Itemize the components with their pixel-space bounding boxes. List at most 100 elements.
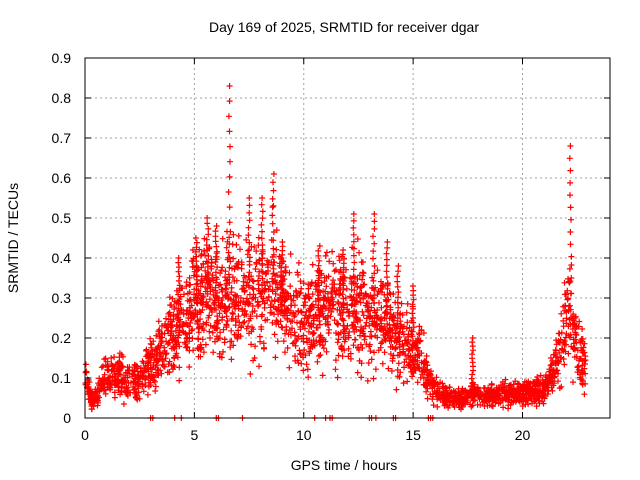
data-point	[231, 303, 238, 310]
data-point	[230, 342, 237, 349]
data-point	[347, 350, 354, 357]
data-point	[300, 367, 307, 374]
data-point	[231, 278, 238, 284]
data-point	[377, 344, 384, 351]
data-point	[269, 319, 276, 326]
data-point	[98, 364, 105, 371]
data-point	[193, 272, 200, 279]
data-point	[488, 386, 495, 392]
data-point	[214, 264, 221, 271]
data-point	[350, 211, 357, 217]
data-point	[142, 382, 149, 389]
data-point	[176, 377, 183, 384]
data-point	[218, 267, 225, 274]
data-point	[527, 381, 533, 387]
data-point	[160, 363, 167, 370]
data-point	[259, 311, 266, 318]
data-point	[442, 395, 449, 402]
data-point	[351, 301, 358, 308]
data-point	[104, 380, 111, 387]
data-point	[147, 379, 154, 386]
data-point	[269, 278, 276, 285]
data-point	[445, 394, 452, 401]
data-point	[513, 391, 520, 398]
data-point	[210, 349, 217, 356]
data-point	[299, 351, 306, 358]
data-point	[216, 350, 223, 357]
data-point	[395, 360, 402, 367]
data-point	[235, 305, 242, 312]
data-point	[195, 329, 202, 336]
data-point	[362, 302, 369, 309]
data-point	[270, 270, 277, 277]
data-point	[338, 343, 345, 349]
data-point	[429, 384, 436, 391]
data-point	[333, 320, 340, 327]
data-point	[426, 370, 433, 377]
data-point	[412, 352, 419, 359]
data-point	[283, 323, 290, 330]
data-point	[102, 390, 109, 397]
data-point	[298, 360, 305, 367]
data-point	[561, 338, 568, 344]
data-point	[310, 337, 317, 344]
data-point	[383, 250, 390, 257]
data-point	[225, 249, 232, 256]
data-point	[213, 243, 220, 250]
data-point	[170, 362, 177, 369]
data-point	[219, 264, 226, 271]
data-point	[345, 345, 352, 352]
data-point	[416, 331, 423, 338]
data-point	[414, 344, 421, 351]
data-point	[246, 291, 253, 298]
data-point	[374, 267, 381, 274]
data-point	[423, 353, 430, 359]
data-point	[166, 358, 173, 365]
data-point	[259, 215, 266, 222]
data-point	[205, 231, 212, 238]
data-point	[332, 357, 339, 364]
data-point	[279, 286, 286, 293]
data-point	[500, 404, 507, 411]
data-point	[203, 258, 210, 265]
x-tick-label: 5	[190, 427, 198, 443]
data-point	[400, 348, 407, 355]
data-point	[529, 400, 535, 407]
data-point	[542, 391, 549, 398]
data-point	[409, 301, 416, 308]
data-point	[371, 240, 378, 247]
data-point	[241, 319, 248, 325]
data-point	[302, 292, 309, 299]
data-point	[534, 378, 541, 385]
data-point	[251, 308, 258, 314]
data-point	[359, 308, 366, 315]
data-point	[241, 272, 247, 279]
data-point	[326, 326, 332, 333]
data-point	[194, 320, 201, 327]
data-point	[173, 321, 180, 328]
data-point	[270, 245, 277, 252]
data-point	[278, 256, 285, 263]
data-point	[140, 388, 147, 395]
data-point	[102, 362, 109, 369]
data-point	[186, 289, 193, 296]
data-point	[219, 286, 226, 293]
data-point	[146, 373, 153, 379]
data-point	[246, 239, 253, 246]
data-point	[162, 350, 169, 357]
data-point	[246, 209, 253, 216]
data-point	[287, 283, 294, 290]
data-point	[329, 248, 336, 255]
data-point	[334, 374, 341, 381]
data-point	[334, 321, 341, 328]
data-point	[394, 320, 401, 327]
data-point	[339, 353, 346, 360]
data-point	[264, 261, 271, 268]
data-point	[233, 263, 240, 270]
data-point	[255, 281, 262, 288]
data-point	[305, 328, 312, 335]
data-point	[392, 329, 399, 336]
data-point	[100, 377, 107, 384]
data-point	[230, 297, 237, 303]
data-point	[258, 221, 265, 228]
